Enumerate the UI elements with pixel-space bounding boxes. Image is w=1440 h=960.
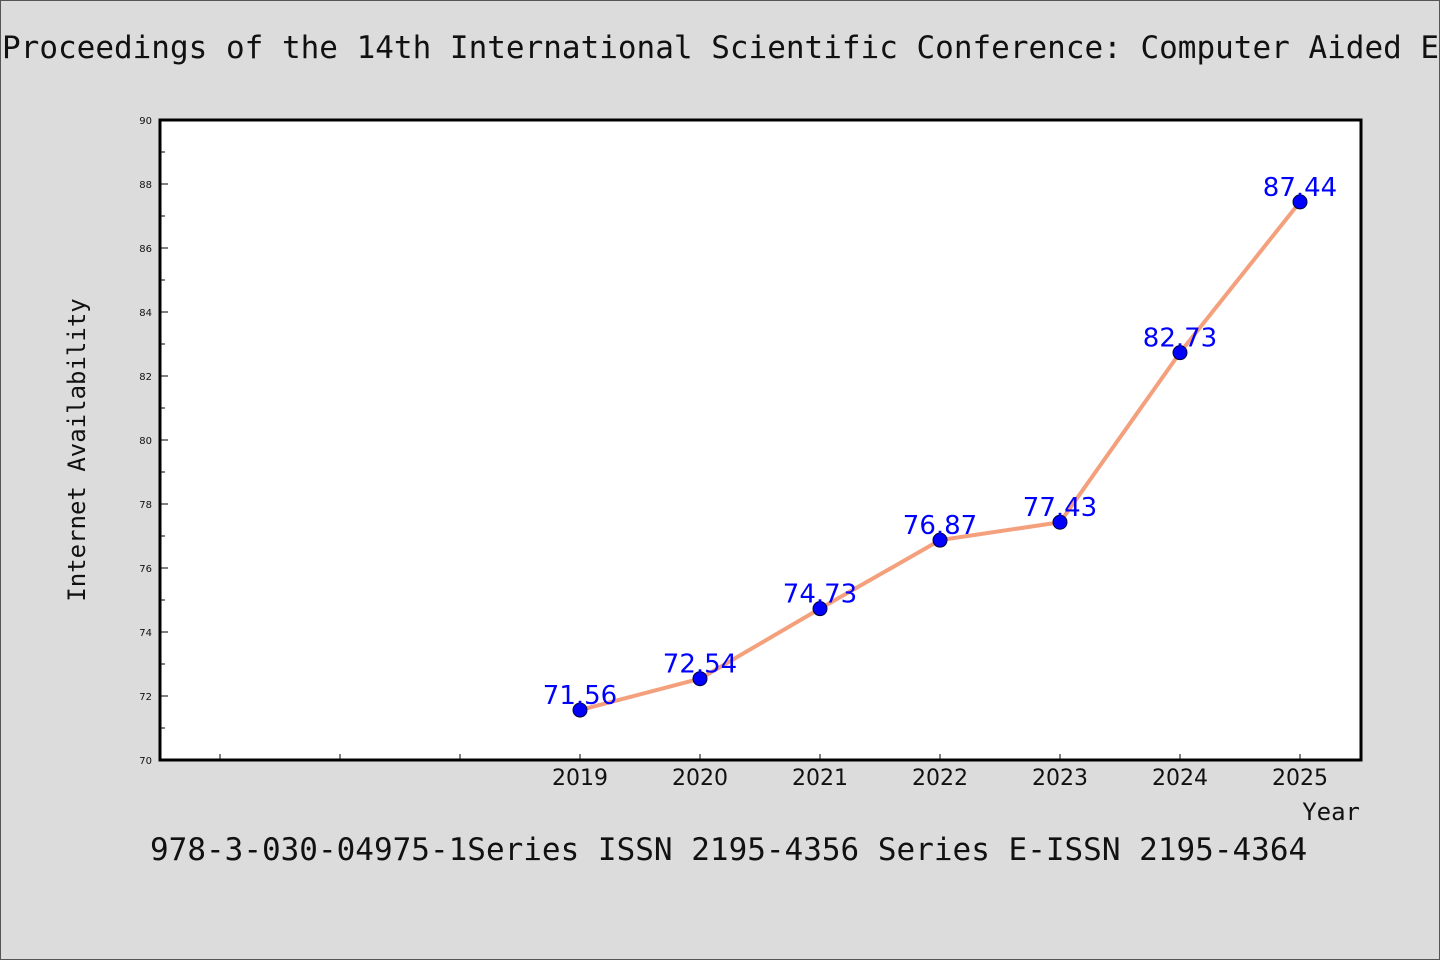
x-tick-label: 2020 — [672, 766, 728, 791]
data-point — [932, 532, 948, 548]
chart-title: Proceedings of the 14th International Sc… — [2, 30, 1438, 66]
y-tick-label: 76 — [139, 564, 152, 575]
x-tick-label: 2025 — [1272, 766, 1328, 791]
x-tick-label: 2019 — [552, 766, 608, 791]
y-tick-label: 90 — [139, 116, 152, 127]
data-label: 77.43 — [1023, 493, 1097, 523]
data-point — [692, 671, 708, 687]
data-label: 87.44 — [1263, 173, 1337, 203]
x-tick-label: 2021 — [792, 766, 848, 791]
data-label: 72.54 — [663, 650, 737, 680]
data-point — [1172, 345, 1188, 361]
data-label: 71.56 — [543, 681, 617, 711]
x-axis: 2019 2020 2021 2022 2023 2024 2025 — [219, 754, 1328, 791]
y-axis: 70 72 74 76 78 80 82 84 86 88 90 — [139, 116, 168, 767]
data-point — [1292, 194, 1308, 210]
x-tick-label: 2022 — [912, 766, 968, 791]
y-tick-label: 74 — [139, 628, 152, 639]
data-point — [812, 601, 828, 617]
x-tick-label: 2023 — [1032, 766, 1088, 791]
data-label: 76.87 — [903, 511, 977, 541]
y-tick-label: 72 — [139, 692, 152, 703]
data-point — [1052, 514, 1068, 530]
y-axis-label: Internet Availability — [63, 298, 91, 601]
data-label: 74.73 — [783, 580, 857, 610]
x-axis-label: Year — [1302, 798, 1360, 826]
y-tick-label: 78 — [139, 500, 152, 511]
y-tick-label: 86 — [139, 244, 152, 255]
y-tick-label: 84 — [139, 308, 152, 319]
x-tick-label: 2024 — [1152, 766, 1208, 791]
y-tick-label: 70 — [139, 756, 152, 767]
footer-text: 978-3-030-04975-1Series ISSN 2195-4356 S… — [150, 832, 1308, 868]
data-label: 82.73 — [1143, 324, 1217, 354]
plot-area — [158, 118, 1363, 762]
y-tick-label: 80 — [139, 436, 152, 447]
series-layer: 71.56 72.54 74.73 76.87 77.43 82.73 87.44 — [543, 173, 1337, 718]
y-tick-label: 82 — [139, 372, 152, 383]
y-tick-label: 88 — [139, 180, 152, 191]
data-point — [572, 702, 588, 718]
